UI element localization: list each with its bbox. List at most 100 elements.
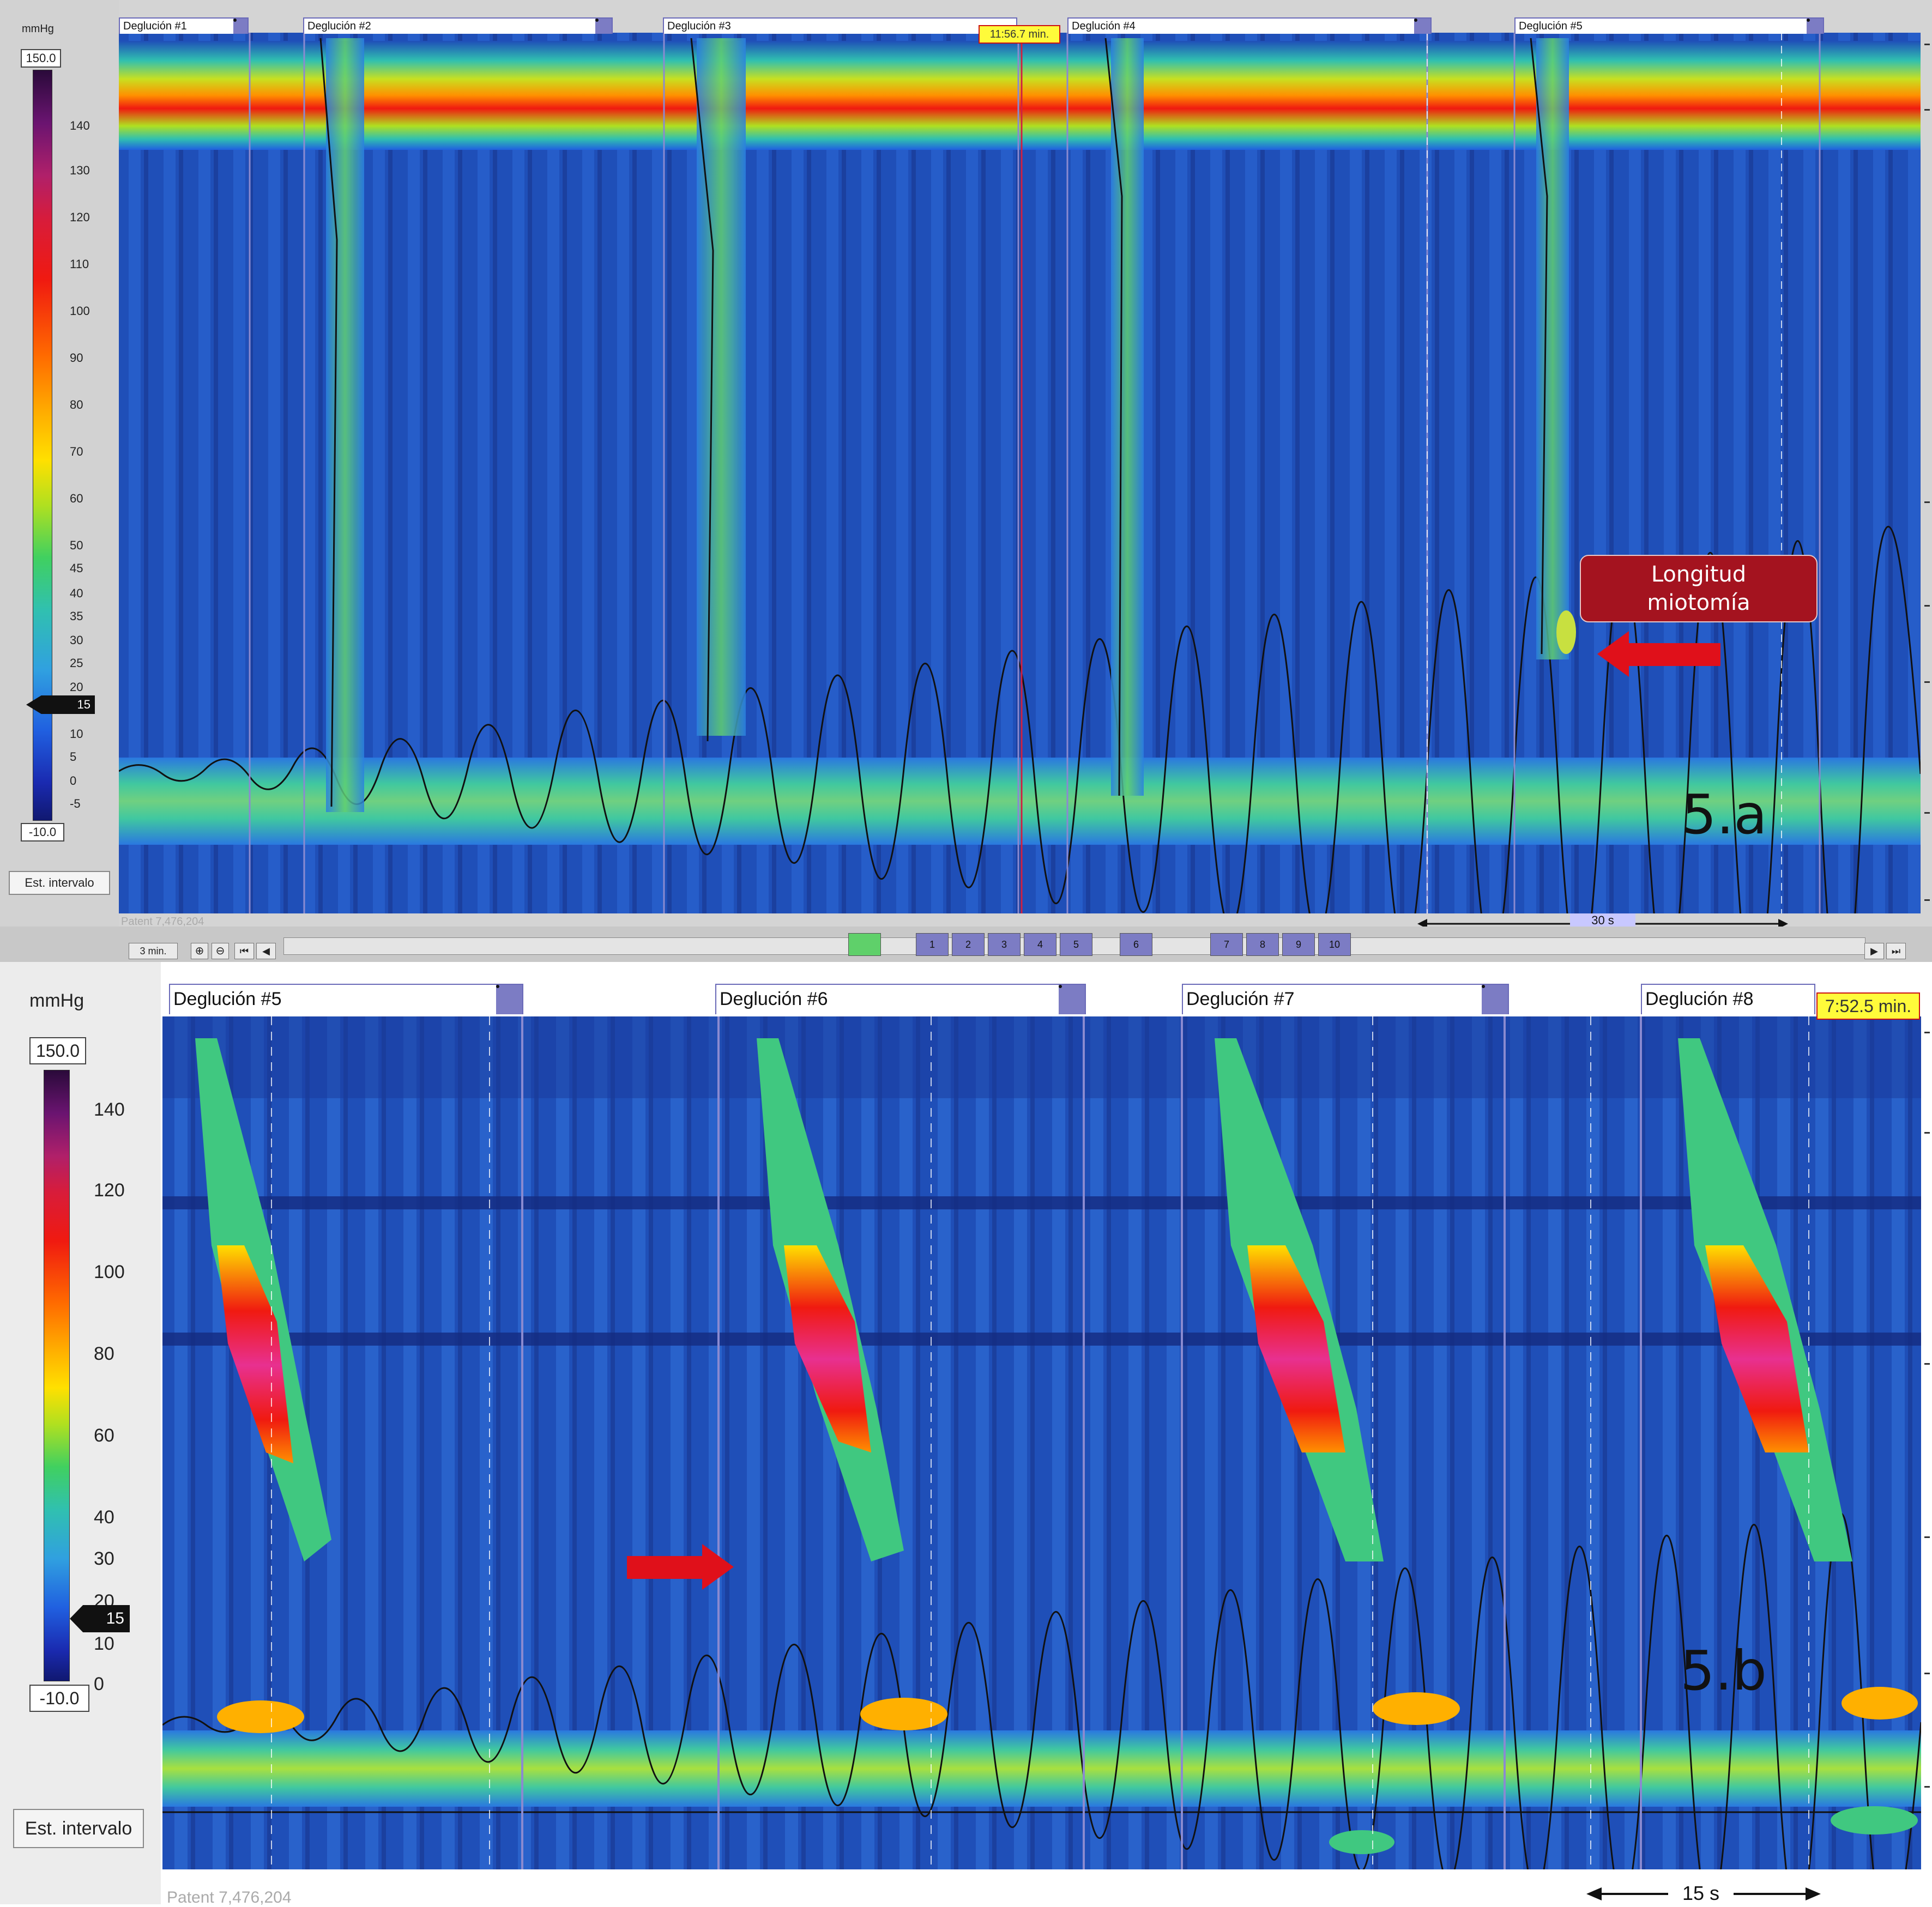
patent-text-b: Patent 7,476,204 bbox=[167, 1888, 292, 1906]
jump-end-icon[interactable]: ⏭ bbox=[1886, 943, 1906, 959]
right-edge-tick bbox=[1924, 1363, 1930, 1365]
tick-label-a: 100 bbox=[70, 304, 90, 318]
tick-label-b: 140 bbox=[94, 1099, 125, 1120]
swallow-header-b-6[interactable]: Deglución #6 bbox=[715, 984, 1086, 1014]
timeline-swallow-mark[interactable]: 9 bbox=[1282, 933, 1315, 956]
tick-label-a: 10 bbox=[70, 727, 83, 741]
right-edge-tick bbox=[1924, 501, 1930, 503]
tick-label-a: 30 bbox=[70, 633, 83, 647]
min-value-box-a: -10.0 bbox=[21, 823, 64, 841]
topography-image-a bbox=[119, 33, 1921, 913]
timeline-swallow-mark[interactable]: 10 bbox=[1318, 933, 1351, 956]
right-edge-tick bbox=[1924, 1786, 1930, 1788]
timeline-swallow-mark[interactable]: 7 bbox=[1210, 933, 1243, 956]
right-edge-tick bbox=[1924, 605, 1930, 607]
swallow-header-1[interactable]: Deglución #1 bbox=[119, 17, 249, 34]
time-badge-a: 11:56.7 min. bbox=[979, 25, 1060, 44]
tick-label-b: 40 bbox=[94, 1507, 114, 1528]
swallow-header-2[interactable]: Deglución #2 bbox=[303, 17, 613, 34]
tick-label-b: 0 bbox=[94, 1674, 104, 1694]
timeline-swallow-mark[interactable]: 1 bbox=[916, 933, 949, 956]
tick-label-a: 90 bbox=[70, 351, 83, 365]
swallow-header-4[interactable]: Deglución #4 bbox=[1067, 17, 1432, 34]
swallow-header-b-7-label: Deglución #7 bbox=[1186, 989, 1295, 1009]
jump-start-icon[interactable]: ⏮ bbox=[234, 943, 254, 959]
callout-line-2: miotomía bbox=[1647, 590, 1750, 615]
tick-label-a: 80 bbox=[70, 398, 83, 411]
timeline-toolbar: 3 min. ⊕ ⊖ ⏮ ◀ 1 2 3 4 5 6 7 8 9 10 ▶ ⏭ bbox=[0, 927, 1932, 962]
max-value-box-b: 150.0 bbox=[29, 1037, 86, 1064]
right-edge-tick bbox=[1924, 681, 1930, 683]
myotomy-length-callout: Longitud miotomía bbox=[1580, 555, 1818, 622]
timeline-swallow-mark[interactable]: 2 bbox=[952, 933, 985, 956]
step-forward-icon[interactable]: ▶ bbox=[1864, 943, 1884, 959]
swallow-header-b-8-label: Deglución #8 bbox=[1645, 989, 1754, 1009]
tick-label-b: 60 bbox=[94, 1425, 114, 1446]
swallow-traces-a bbox=[319, 38, 1576, 812]
panel-b: mmHg 150.0 140 120 100 80 60 40 30 20 10 0 15 -10… bbox=[0, 962, 1932, 1906]
panel-label-a: 5.a bbox=[1682, 783, 1767, 846]
panel-label-b: 5.b bbox=[1680, 1639, 1767, 1703]
swallow-header-5-toggle-icon[interactable] bbox=[1807, 19, 1823, 34]
topography-image-b bbox=[162, 1016, 1921, 1869]
tick-label-a: 40 bbox=[70, 586, 83, 600]
threshold-marker-b[interactable]: 15 bbox=[70, 1605, 130, 1632]
tick-label-a: 140 bbox=[70, 119, 90, 132]
interval-button-a[interactable]: Est. intervalo bbox=[9, 871, 110, 895]
swallow-header-b-6-toggle-icon[interactable] bbox=[1059, 985, 1085, 1014]
step-back-icon[interactable]: ◀ bbox=[256, 943, 276, 959]
swallow-header-b-5-toggle-icon[interactable] bbox=[496, 985, 522, 1014]
swallow-header-b-7[interactable]: Deglución #7 bbox=[1182, 984, 1509, 1014]
swallow-header-b-5[interactable]: Deglución #5 bbox=[169, 984, 523, 1014]
swallow-header-2-label: Deglución #2 bbox=[307, 20, 371, 32]
swallow-header-1-label: Deglución #1 bbox=[123, 20, 187, 32]
unit-label-b: mmHg bbox=[29, 990, 84, 1011]
tick-label-a: 35 bbox=[70, 609, 83, 623]
swallow-header-b-7-toggle-icon[interactable] bbox=[1482, 985, 1508, 1014]
timeline-swallow-mark[interactable]: 8 bbox=[1246, 933, 1279, 956]
pressure-topography-a bbox=[119, 33, 1921, 913]
timeline-current-marker[interactable] bbox=[848, 933, 881, 956]
swallow-header-3[interactable]: Deglución #3 bbox=[663, 17, 1017, 34]
threshold-marker-a[interactable]: 15 bbox=[26, 695, 95, 714]
tick-label-a: 130 bbox=[70, 164, 90, 177]
zoom-out-icon[interactable]: ⊖ bbox=[212, 943, 229, 959]
patent-text-a: Patent 7,476,204 bbox=[121, 916, 204, 928]
zoom-in-icon[interactable]: ⊕ bbox=[191, 943, 208, 959]
tick-label-a: 25 bbox=[70, 656, 83, 670]
zoom-level-button[interactable]: 3 min. bbox=[129, 943, 178, 959]
time-scale-label-b: 15 s bbox=[1668, 1882, 1734, 1905]
swallow-header-4-toggle-icon[interactable] bbox=[1414, 19, 1430, 34]
timeline-swallow-mark[interactable]: 4 bbox=[1024, 933, 1056, 956]
timeline-swallow-mark[interactable]: 6 bbox=[1120, 933, 1152, 956]
unit-label-a: mmHg bbox=[22, 23, 54, 35]
timeline-swallow-mark[interactable]: 3 bbox=[988, 933, 1021, 956]
min-value-box-b: -10.0 bbox=[29, 1685, 89, 1712]
red-arrow-a bbox=[1597, 631, 1720, 677]
timeline-swallow-mark[interactable]: 5 bbox=[1060, 933, 1092, 956]
time-scale-label-a: 30 s bbox=[1570, 913, 1635, 928]
time-badge-b: 7:52.5 min. bbox=[1816, 992, 1920, 1020]
tick-label-a: 60 bbox=[70, 492, 83, 505]
swallow-header-5[interactable]: Deglución #5 bbox=[1514, 17, 1824, 34]
panel-a: mmHg 150.0 140 130 120 110 100 90 80 70 60 50 45 40… bbox=[0, 0, 1932, 962]
pressure-topography-b bbox=[162, 1016, 1921, 1869]
tick-label-a: 5 bbox=[70, 750, 77, 764]
tick-label-b: 120 bbox=[94, 1180, 125, 1201]
red-arrow-b bbox=[627, 1544, 734, 1590]
right-edge-tick bbox=[1924, 1673, 1930, 1674]
right-edge-tick bbox=[1924, 812, 1930, 814]
interval-button-b[interactable]: Est. intervalo bbox=[13, 1809, 144, 1848]
swallow-header-2-toggle-icon[interactable] bbox=[595, 19, 612, 34]
tick-label-b: 100 bbox=[94, 1262, 125, 1282]
swallow-header-b-8[interactable]: Deglución #8 bbox=[1641, 984, 1815, 1014]
max-value-box-a: 150.0 bbox=[21, 49, 61, 68]
colorbar-sidebar-b: mmHg 150.0 140 120 100 80 60 40 30 20 10 0 15 -10… bbox=[0, 962, 161, 1904]
swallow-header-b-6-label: Deglución #6 bbox=[720, 989, 828, 1009]
swallow-header-1-toggle-icon[interactable] bbox=[233, 19, 247, 34]
tick-label-b: 30 bbox=[94, 1548, 114, 1569]
tick-label-a: 110 bbox=[70, 257, 89, 271]
right-edge-tick bbox=[1924, 1536, 1930, 1538]
right-edge-tick bbox=[1924, 44, 1930, 45]
swallow-markers-b bbox=[521, 1016, 1642, 1869]
